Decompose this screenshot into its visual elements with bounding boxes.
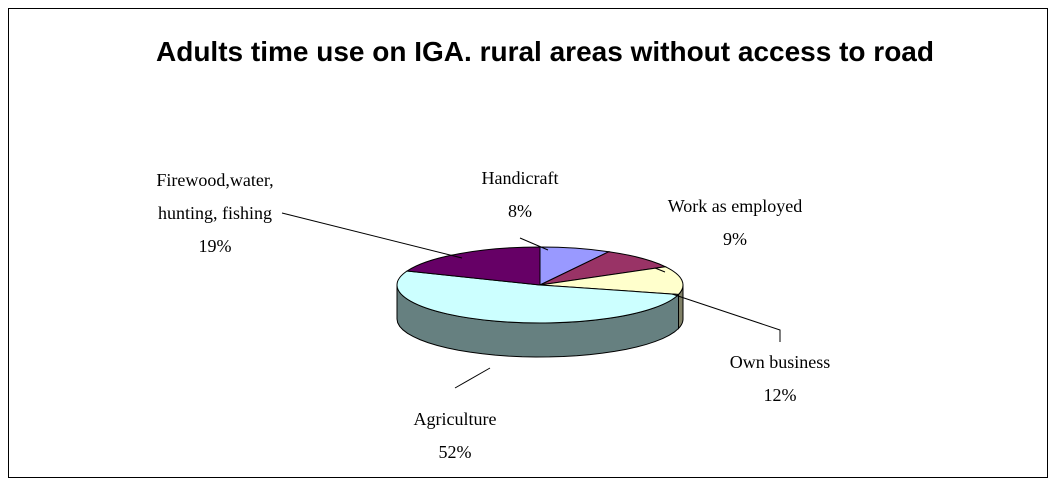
slice xyxy=(396,270,680,324)
value-label: 19% xyxy=(198,236,232,256)
value-label: 8% xyxy=(508,201,532,221)
category-label: Work as employed xyxy=(667,196,803,216)
category-label: Agriculture xyxy=(413,409,497,429)
category-label: Own business xyxy=(729,352,831,372)
category-label: Handicraft xyxy=(481,168,559,188)
category-label: Firewood,water, hunting, fishing xyxy=(156,170,274,223)
value-label: 12% xyxy=(763,385,797,405)
leader-line xyxy=(519,237,549,251)
leader-line xyxy=(671,293,781,342)
leader-line xyxy=(281,212,463,259)
leader-line xyxy=(454,367,491,389)
slice-label: Firewood,water, hunting, fishing 19% xyxy=(145,164,285,263)
leader-line xyxy=(654,267,666,273)
slice-label: Own business 12% xyxy=(690,346,870,412)
value-label: 9% xyxy=(723,229,747,249)
chart-title: Adults time use on IGA. rural areas with… xyxy=(156,36,934,67)
slice-label: Work as employed 9% xyxy=(625,190,845,256)
slice-label: Handicraft 8% xyxy=(450,162,590,228)
value-label: 52% xyxy=(438,442,472,462)
chart-frame xyxy=(8,8,1048,478)
slice xyxy=(539,266,684,295)
slice-label: Agriculture 52% xyxy=(375,403,535,469)
slice xyxy=(405,246,541,286)
